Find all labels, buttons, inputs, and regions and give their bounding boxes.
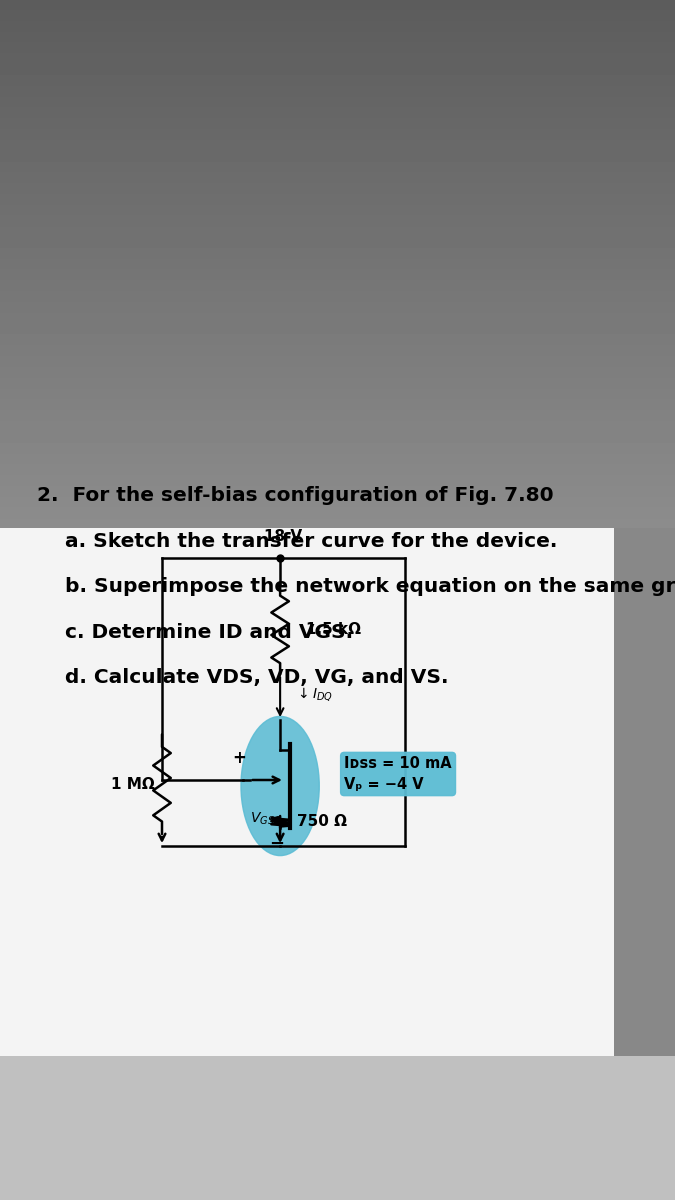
Text: $\downarrow I_{DQ}$: $\downarrow I_{DQ}$ <box>295 684 333 702</box>
Text: 750 Ω: 750 Ω <box>297 815 347 829</box>
Text: a. Sketch the transfer curve for the device.: a. Sketch the transfer curve for the dev… <box>37 532 558 551</box>
Bar <box>614 528 675 1056</box>
Text: 18 V: 18 V <box>265 528 302 544</box>
Text: b. Superimpose the network equation on the same graph.: b. Superimpose the network equation on t… <box>37 577 675 596</box>
Bar <box>0 1056 675 1200</box>
Text: +: + <box>233 749 246 768</box>
Text: $V_{GSQ}$: $V_{GSQ}$ <box>250 810 282 827</box>
Text: 2.  For the self-bias configuration of Fig. 7.80: 2. For the self-bias configuration of Fi… <box>37 486 553 505</box>
Circle shape <box>241 716 319 856</box>
Bar <box>0 528 675 1056</box>
Text: d. Calculate VDS, VD, VG, and VS.: d. Calculate VDS, VD, VG, and VS. <box>37 668 449 688</box>
Text: c. Determine ID and VGS.: c. Determine ID and VGS. <box>37 623 353 642</box>
Text: 1 MΩ: 1 MΩ <box>111 776 155 792</box>
Text: 1.5 kΩ: 1.5 kΩ <box>306 622 360 637</box>
Text: Iᴅss = 10 mA
Vₚ = −4 V: Iᴅss = 10 mA Vₚ = −4 V <box>344 756 452 792</box>
Text: −: − <box>269 835 284 852</box>
